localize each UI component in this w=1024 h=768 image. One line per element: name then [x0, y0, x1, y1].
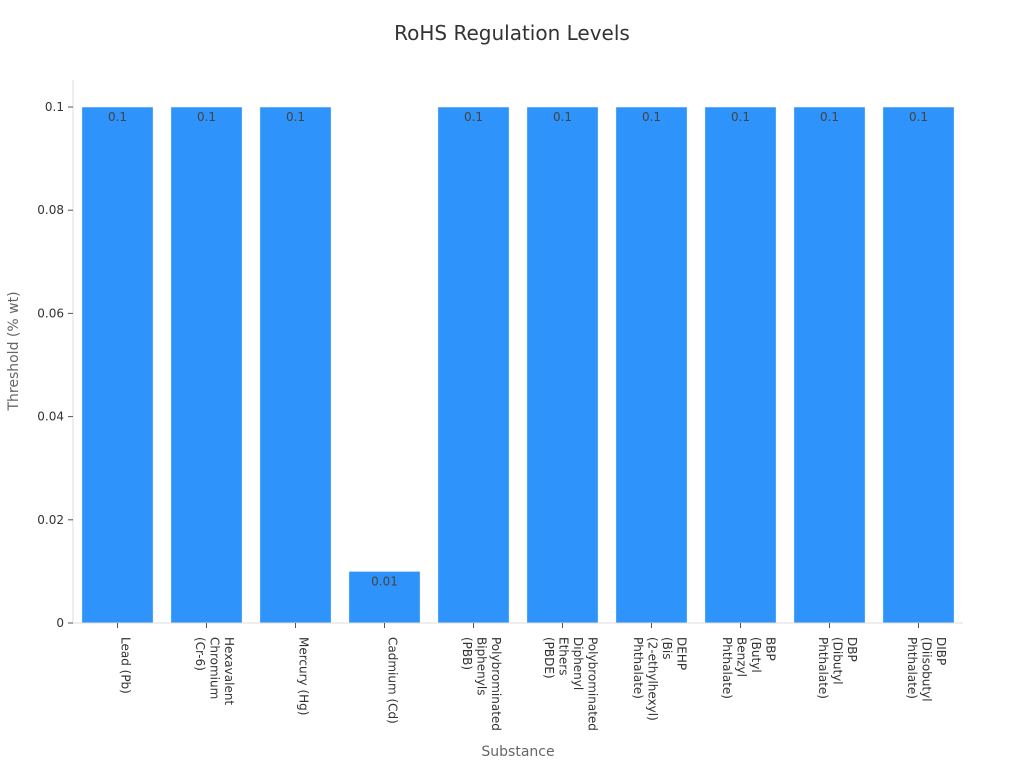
y-tick-label: 0.1 [45, 100, 64, 114]
bar-value-label: 0.1 [820, 110, 839, 124]
y-tick-label: 0.08 [37, 203, 64, 217]
y-tick-label: 0 [56, 616, 64, 630]
x-tick-label: (PBDE) [542, 637, 556, 679]
x-tick-label: Phthalate) [720, 637, 734, 699]
x-tick-label: DIBP [934, 637, 948, 665]
bar[interactable] [259, 106, 332, 624]
x-tick-label: Polybrominated [585, 637, 599, 731]
x-tick-label: Lead (Pb) [119, 637, 133, 694]
x-tick-label: (PBB) [460, 637, 474, 670]
y-tick-label: 0.02 [37, 513, 64, 527]
y-axis-title: Threshold (% wt) [6, 291, 22, 411]
y-tick-label: 0.04 [37, 410, 64, 424]
x-tick-label: Cadmium (Cd) [386, 637, 400, 724]
x-tick-label: Biphenyls [475, 637, 489, 695]
x-tick-label: Hexavalent [222, 637, 236, 705]
bar-value-label: 0.1 [108, 110, 127, 124]
bar[interactable] [615, 106, 688, 624]
y-tick-label: 0.06 [37, 306, 64, 320]
y-ticks-group: 0 0.02 0.04 0.06 0.08 0.1 [37, 100, 73, 630]
bar[interactable] [704, 106, 777, 624]
bar[interactable] [170, 106, 243, 624]
x-tick-label: (Butyl [749, 637, 763, 673]
bar-value-label: 0.1 [642, 110, 661, 124]
x-tick-label: (Bis [660, 637, 674, 660]
x-tick-label: (2-ethylhexyl) [645, 637, 659, 721]
bar[interactable] [793, 106, 866, 624]
bar-value-label: 0.1 [197, 110, 216, 124]
bar-labels-group: 0.1 0.1 0.1 0.01 0.1 0.1 0.1 0.1 0.1 0.1 [108, 110, 928, 588]
x-tick-label: Ethers [556, 637, 570, 675]
x-axis-title: Substance [481, 744, 554, 760]
bar[interactable] [81, 106, 154, 624]
x-tick-label: (Cr-6) [193, 637, 207, 671]
x-tick-label: BBP [763, 637, 777, 661]
x-tick-label: Benzyl [734, 637, 748, 677]
bar-value-label: 0.1 [286, 110, 305, 124]
x-tick-label: (Diisobutyl [920, 637, 934, 702]
bar[interactable] [526, 106, 599, 624]
x-tick-label: Polybrominated [489, 637, 503, 731]
bar-value-label: 0.1 [909, 110, 928, 124]
x-tick-label: DBP [845, 637, 859, 662]
x-tick-label: Phthalate) [631, 637, 645, 699]
bars-group [81, 106, 955, 624]
x-tick-label: Diphenyl [571, 637, 585, 690]
x-tick-label: Chromium [208, 637, 222, 699]
bar-value-label: 0.01 [371, 574, 398, 588]
x-tick-label: DEHP [674, 637, 688, 670]
x-tick-label: Phthalate) [816, 637, 830, 699]
x-tick-label: Phthalate) [905, 637, 919, 699]
bar[interactable] [437, 106, 510, 624]
x-tick-label: (Dibutyl [831, 637, 845, 685]
x-tick-label: Mercury (Hg) [297, 637, 311, 715]
bar-value-label: 0.1 [464, 110, 483, 124]
bar-value-label: 0.1 [553, 110, 572, 124]
chart-title: RoHS Regulation Levels [394, 21, 630, 45]
bar-value-label: 0.1 [731, 110, 750, 124]
bar[interactable] [348, 571, 421, 624]
bar[interactable] [882, 106, 955, 624]
